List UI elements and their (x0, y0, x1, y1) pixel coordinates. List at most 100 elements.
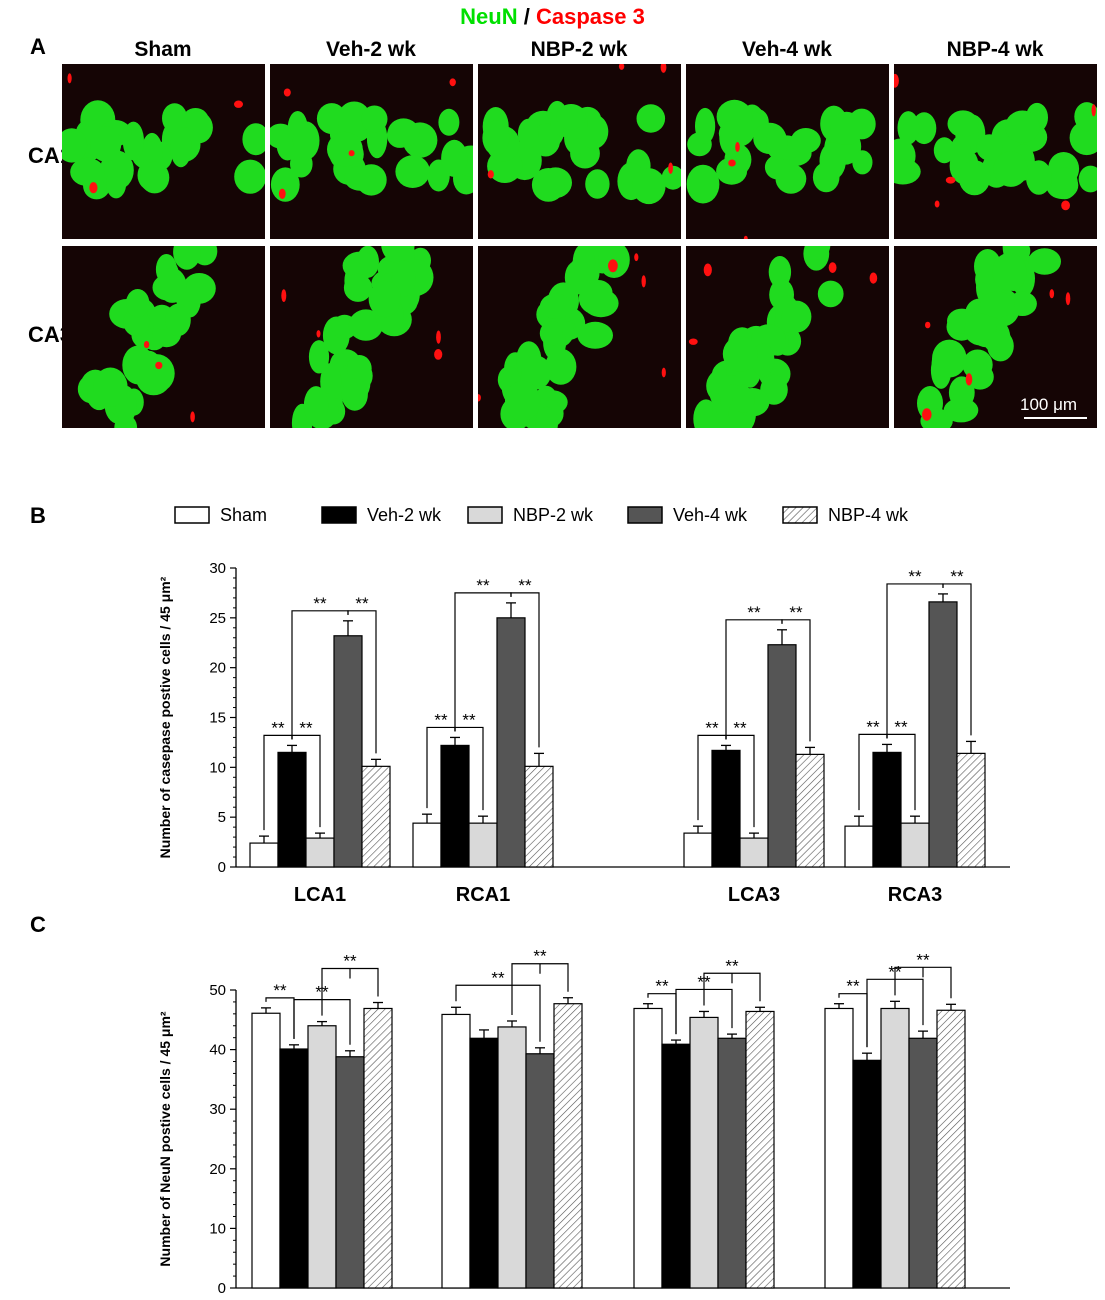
bar-C-3-0 (824, 1007, 854, 1289)
bar-C-1-3 (525, 1053, 555, 1289)
col-label-veh-4wk: Veh-4 wk (742, 38, 832, 61)
sig-bracket-C-7: ** (703, 956, 761, 1006)
sig-label-B-13: ** (894, 717, 908, 736)
bar-B-0-4 (361, 765, 391, 868)
ytick-label-B-4: 20 (209, 660, 226, 677)
ytick-label-B-6: 30 (209, 560, 226, 577)
bar-B-1-1 (440, 744, 470, 868)
micrograph-ca1-sham (62, 64, 265, 239)
sig-bracket-C-4: ** (511, 947, 569, 1015)
micrograph-ca1-veh-2wk (270, 64, 473, 239)
panel-letter-c: C (30, 912, 46, 937)
col-label-nbp-2wk: NBP-2 wk (530, 38, 628, 61)
bar-C-2-4 (745, 1010, 775, 1289)
bar-C-3-4 (936, 1009, 966, 1289)
bar-C-1-1 (469, 1037, 499, 1289)
ytick-label-B-1: 5 (218, 809, 226, 826)
sig-label-C-8: ** (846, 977, 860, 996)
ytick-label-C-0: 0 (218, 1280, 226, 1297)
legend-label-1: Veh-2 wk (367, 505, 442, 525)
bar-B-3-2 (900, 822, 930, 868)
sig-label-B-6: ** (476, 576, 490, 595)
ylabel-B: Number of casepase postive cells / 45 μm… (157, 576, 173, 858)
legend-entry-3: Veh-4 wk (627, 505, 748, 525)
panel-letter-a: A (30, 34, 46, 59)
sig-bracket-B-7: ** (510, 576, 540, 748)
title-separator: / (517, 4, 536, 29)
sig-label-C-5: ** (655, 977, 669, 996)
sig-label-B-1: ** (299, 718, 313, 737)
title-neun: NeuN (460, 4, 518, 29)
bar-C-3-3 (908, 1037, 938, 1289)
legend-entry-0: Sham (174, 505, 267, 525)
col-label-sham: Sham (134, 38, 192, 61)
legend-entry-4: NBP-4 wk (782, 505, 909, 525)
bar-B-2-2 (739, 837, 769, 868)
sig-bracket-C-3: ** (455, 968, 541, 1042)
scale-bar-label: 100 μm (1020, 395, 1078, 414)
category-label-B-3: RCA3 (888, 884, 942, 906)
sig-label-B-10: ** (747, 603, 761, 622)
micrograph-ca3-sham (62, 246, 265, 428)
bar-C-1-4 (553, 1003, 583, 1289)
sig-label-B-7: ** (518, 576, 532, 595)
panel-letter-b: B (30, 503, 46, 528)
sig-label-B-2: ** (313, 594, 327, 613)
sig-label-B-15: ** (950, 567, 964, 586)
sig-label-B-5: ** (462, 710, 476, 729)
bar-B-0-2 (305, 837, 335, 868)
bar-B-1-3 (496, 617, 526, 868)
sig-bracket-C-10: ** (894, 950, 952, 999)
sig-label-C-2: ** (343, 952, 357, 971)
bar-C-2-0 (633, 1007, 663, 1289)
micrograph-ca3-nbp-2wk (478, 246, 681, 428)
bar-B-0-0 (249, 842, 279, 868)
ytick-label-B-3: 15 (209, 710, 226, 727)
bar-B-2-4 (795, 753, 825, 868)
bar-B-3-0 (844, 825, 874, 868)
bar-B-0-1 (277, 751, 307, 868)
bar-C-3-1 (852, 1059, 882, 1289)
bar-B-2-0 (683, 832, 713, 868)
ylabel-C: Number of NeuN postive cells / 45 μm² (157, 1011, 173, 1267)
sig-label-B-9: ** (733, 718, 747, 737)
bar-C-2-3 (717, 1037, 747, 1289)
bar-B-3-4 (956, 752, 986, 868)
bar-C-0-0 (251, 1012, 281, 1289)
bar-B-0-3 (333, 635, 363, 868)
sig-label-C-7: ** (725, 956, 739, 975)
col-label-veh-2wk: Veh-2 wk (326, 38, 416, 61)
col-label-nbp-4wk: NBP-4 wk (946, 38, 1044, 61)
ytick-label-C-2: 20 (209, 1161, 226, 1178)
legend-label-4: NBP-4 wk (828, 505, 909, 525)
legend-swatch-3 (627, 506, 663, 524)
ytick-label-C-5: 50 (209, 982, 226, 999)
sig-label-B-8: ** (705, 718, 719, 737)
ytick-label-C-4: 40 (209, 1042, 226, 1059)
category-label-B-2: LCA3 (728, 884, 780, 906)
bar-B-3-1 (872, 751, 902, 868)
micrograph-ca3-nbp-4wk (894, 246, 1097, 428)
legend-label-2: NBP-2 wk (513, 505, 594, 525)
sig-label-B-12: ** (866, 717, 880, 736)
legend-swatch-4 (782, 506, 818, 524)
legend-entry-1: Veh-2 wk (321, 505, 442, 525)
legend-entry-2: NBP-2 wk (467, 505, 594, 525)
sig-bracket-C-2: ** (321, 952, 379, 1016)
ytick-label-B-2: 10 (209, 759, 226, 776)
sig-label-B-11: ** (789, 603, 803, 622)
bar-C-3-2 (880, 1007, 910, 1289)
sig-label-B-4: ** (434, 710, 448, 729)
sig-label-B-0: ** (271, 718, 285, 737)
bar-B-1-2 (468, 822, 498, 868)
micrograph-ca1-veh-4wk (686, 64, 889, 239)
sig-label-C-3: ** (491, 968, 505, 987)
legend-label-0: Sham (220, 505, 267, 525)
bar-B-2-1 (711, 749, 741, 868)
category-label-B-0: LCA1 (294, 884, 346, 906)
sig-label-C-0: ** (273, 981, 287, 1000)
legend-swatch-2 (467, 506, 503, 524)
ytick-label-C-3: 30 (209, 1101, 226, 1118)
sig-bracket-B-11: ** (781, 603, 811, 742)
bar-B-3-3 (928, 601, 958, 868)
